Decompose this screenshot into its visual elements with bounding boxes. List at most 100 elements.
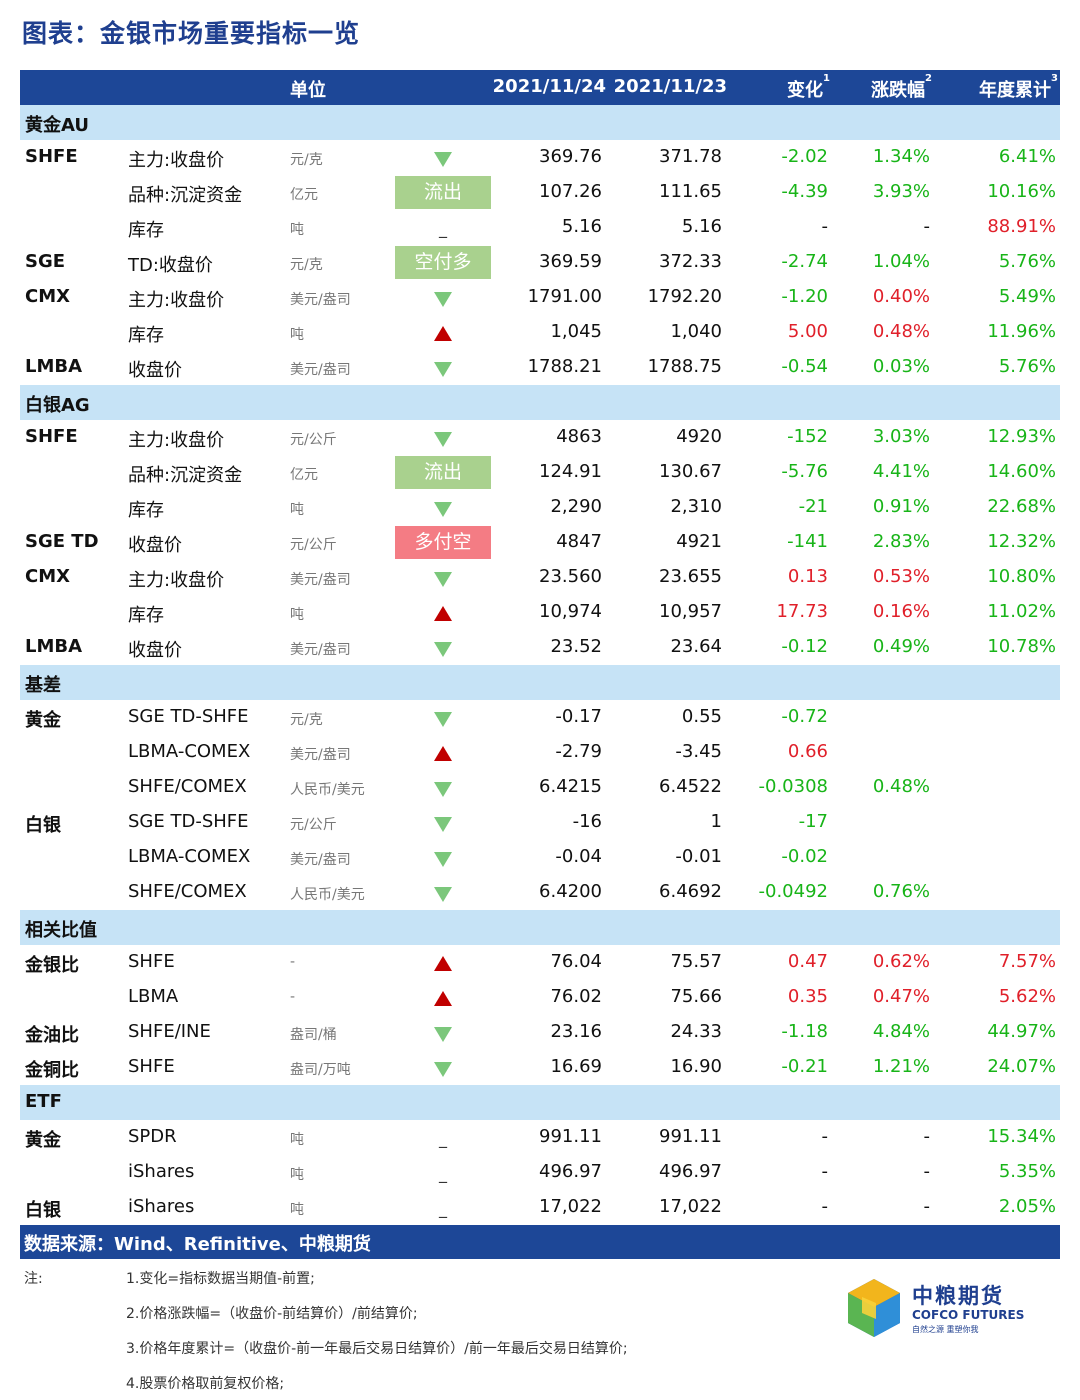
down-triangle-icon bbox=[434, 852, 452, 867]
table-row: CMX 主力:收盘价 美元/盎司 23.560 23.655 0.13 0.53% 10.80… bbox=[20, 560, 1060, 595]
row-change: -5.76 bbox=[781, 461, 828, 482]
row-ytd: 11.96% bbox=[987, 321, 1056, 342]
row-value-previous: 6.4692 bbox=[659, 881, 722, 902]
row-signal bbox=[395, 491, 491, 524]
row-value-previous: 17,022 bbox=[659, 1196, 722, 1217]
table-row: 品种:沉淀资金 亿元 流出 107.26 111.65 -4.39 3.93% 10.16% bbox=[20, 175, 1060, 210]
table-row: 库存 吨 1,045 1,040 5.00 0.48% 11.96% bbox=[20, 315, 1060, 350]
section-title: 相关比值 bbox=[25, 920, 97, 941]
row-unit: 吨 bbox=[290, 222, 304, 238]
row-change: -0.02 bbox=[781, 846, 828, 867]
up-triangle-icon bbox=[434, 991, 452, 1006]
row-value-previous: 371.78 bbox=[659, 146, 722, 167]
table-row: LBMA-COMEX 美元/盎司 -2.79 -3.45 0.66 bbox=[20, 735, 1060, 770]
row-indicator: 品种:沉淀资金 bbox=[128, 465, 243, 486]
row-ytd: 10.16% bbox=[987, 181, 1056, 202]
row-value-previous: 6.4522 bbox=[659, 776, 722, 797]
row-value-previous: 2,310 bbox=[670, 496, 722, 517]
row-value-current: 5.16 bbox=[561, 216, 602, 237]
row-signal: 流出 bbox=[395, 176, 491, 209]
row-value-current: 4847 bbox=[556, 531, 602, 552]
section-header: 相关比值 bbox=[20, 910, 1060, 945]
row-change: -0.0308 bbox=[758, 776, 828, 797]
row-pct-change: - bbox=[923, 1126, 931, 1147]
row-signal bbox=[395, 351, 491, 384]
row-ytd: 5.49% bbox=[998, 286, 1056, 307]
row-value-current: 496.97 bbox=[539, 1161, 602, 1182]
row-signal bbox=[395, 736, 491, 769]
row-indicator: LBMA bbox=[128, 986, 179, 1007]
row-unit: 元/克 bbox=[290, 712, 323, 728]
row-value-current: 6.4200 bbox=[539, 881, 602, 902]
row-market: 金油比 bbox=[25, 1025, 79, 1046]
row-unit: 盎司/万吨 bbox=[290, 1062, 351, 1078]
row-signal bbox=[395, 806, 491, 839]
row-unit: 人民币/美元 bbox=[290, 887, 365, 903]
row-signal bbox=[395, 561, 491, 594]
row-value-current: 1788.21 bbox=[527, 356, 602, 377]
row-value-current: 17,022 bbox=[539, 1196, 602, 1217]
row-change: -0.72 bbox=[781, 706, 828, 727]
row-value-current: 6.4215 bbox=[539, 776, 602, 797]
row-signal: _ bbox=[395, 211, 491, 244]
row-market: LMBA bbox=[25, 356, 83, 377]
row-pct-change: 0.16% bbox=[872, 601, 930, 622]
row-change: - bbox=[821, 216, 829, 237]
row-value-current: -16 bbox=[572, 811, 602, 832]
row-indicator: SGE TD-SHFE bbox=[128, 706, 249, 727]
row-change: 17.73 bbox=[776, 601, 828, 622]
row-change: -0.0492 bbox=[758, 881, 828, 902]
dash-icon: _ bbox=[439, 1129, 447, 1148]
header-change: 变化1 bbox=[787, 73, 830, 101]
down-triangle-icon bbox=[434, 887, 452, 902]
row-value-previous: 4921 bbox=[676, 531, 722, 552]
row-indicator: 主力:收盘价 bbox=[128, 430, 225, 451]
row-ytd: 2.05% bbox=[998, 1196, 1056, 1217]
table-row: 金银比 SHFE - 76.04 75.57 0.47 0.62% 7.57% bbox=[20, 945, 1060, 980]
row-ytd: 11.02% bbox=[987, 601, 1056, 622]
data-source-bar: 数据来源：Wind、Refinitive、中粮期货 bbox=[20, 1225, 1060, 1259]
note-line: 2.价格涨跌幅=（收盘价-前结算价）/前结算价; bbox=[126, 1306, 418, 1322]
row-value-current: 107.26 bbox=[539, 181, 602, 202]
header-ytd: 年度累计3 bbox=[979, 73, 1058, 101]
row-signal bbox=[395, 946, 491, 979]
row-indicator: TD:收盘价 bbox=[128, 255, 213, 276]
row-pct-change: 0.48% bbox=[872, 321, 930, 342]
row-value-current: 1,045 bbox=[550, 321, 602, 342]
row-signal: 流出 bbox=[395, 456, 491, 489]
row-unit: 元/克 bbox=[290, 257, 323, 273]
row-ytd: 5.35% bbox=[998, 1161, 1056, 1182]
row-value-current: 10,974 bbox=[539, 601, 602, 622]
row-value-previous: 10,957 bbox=[659, 601, 722, 622]
section-title: 黄金AU bbox=[25, 115, 89, 136]
signal-badge: 流出 bbox=[395, 456, 491, 489]
row-unit: 人民币/美元 bbox=[290, 782, 365, 798]
row-value-previous: -0.01 bbox=[675, 846, 722, 867]
section-header: 黄金AU bbox=[20, 105, 1060, 140]
row-ytd: 24.07% bbox=[987, 1056, 1056, 1077]
table-body: 黄金AU SHFE 主力:收盘价 元/克 369.76 371.78 -2.02 1.34% 6… bbox=[20, 105, 1060, 1225]
header-pct: 涨跌幅2 bbox=[871, 73, 932, 101]
down-triangle-icon bbox=[434, 1027, 452, 1042]
note-line: 4.股票价格取前复权价格; bbox=[126, 1376, 285, 1392]
row-market: SHFE bbox=[25, 146, 78, 167]
row-value-previous: 75.66 bbox=[670, 986, 722, 1007]
row-market: SGE bbox=[25, 251, 66, 272]
header-date2: 2021/11/23 bbox=[613, 76, 727, 97]
row-signal bbox=[395, 1016, 491, 1049]
row-change: 0.35 bbox=[787, 986, 828, 1007]
row-pct-change: 1.21% bbox=[872, 1056, 930, 1077]
row-indicator: iShares bbox=[128, 1161, 195, 1182]
row-unit: 元/公斤 bbox=[290, 432, 337, 448]
row-unit: - bbox=[290, 954, 296, 970]
row-value-current: -0.17 bbox=[555, 706, 602, 727]
row-market: CMX bbox=[25, 566, 70, 587]
row-market: 金银比 bbox=[25, 955, 79, 976]
row-value-previous: 0.55 bbox=[681, 706, 722, 727]
row-indicator: iShares bbox=[128, 1196, 195, 1217]
data-source-text: 数据来源：Wind、Refinitive、中粮期货 bbox=[24, 1234, 371, 1255]
down-triangle-icon bbox=[434, 817, 452, 832]
row-change: -0.12 bbox=[781, 636, 828, 657]
row-signal bbox=[395, 421, 491, 454]
row-change: -2.02 bbox=[781, 146, 828, 167]
